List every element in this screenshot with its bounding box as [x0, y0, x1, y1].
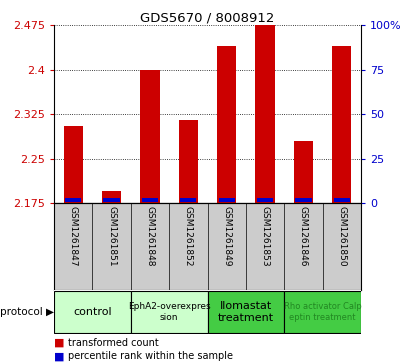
Text: GSM1261849: GSM1261849	[222, 206, 231, 266]
Text: Rho activator Calp
eptin treatment: Rho activator Calp eptin treatment	[284, 302, 361, 322]
Bar	[103, 198, 120, 201]
Text: GSM1261850: GSM1261850	[337, 206, 347, 266]
Bar	[334, 198, 350, 201]
Text: EphA2-overexpres
sion: EphA2-overexpres sion	[128, 302, 210, 322]
Bar	[142, 198, 158, 201]
Bar	[102, 191, 121, 203]
Text: GSM1261848: GSM1261848	[145, 206, 154, 266]
Bar	[284, 291, 361, 333]
Bar	[257, 198, 273, 201]
Text: Ilomastat
treatment: Ilomastat treatment	[218, 301, 274, 323]
Bar	[63, 126, 83, 203]
Text: control: control	[73, 307, 112, 317]
Text: ■: ■	[54, 351, 64, 362]
Bar	[208, 291, 284, 333]
Bar	[217, 46, 236, 203]
Text: protocol ▶: protocol ▶	[0, 307, 54, 317]
Text: GSM1261851: GSM1261851	[107, 206, 116, 266]
Text: ■: ■	[54, 338, 64, 348]
Bar	[131, 291, 208, 333]
Bar	[256, 25, 275, 203]
Text: transformed count: transformed count	[68, 338, 159, 348]
Bar	[54, 291, 131, 333]
Text: GSM1261853: GSM1261853	[261, 206, 270, 266]
Bar	[295, 198, 312, 201]
Bar	[332, 46, 352, 203]
Bar	[219, 198, 235, 201]
Text: GSM1261846: GSM1261846	[299, 206, 308, 266]
Bar	[65, 198, 81, 201]
Bar	[294, 141, 313, 203]
Bar	[180, 198, 196, 201]
Bar	[179, 120, 198, 203]
Text: GSM1261852: GSM1261852	[184, 206, 193, 266]
Text: percentile rank within the sample: percentile rank within the sample	[68, 351, 234, 362]
Bar	[140, 70, 159, 203]
Text: GSM1261847: GSM1261847	[68, 206, 78, 266]
Title: GDS5670 / 8008912: GDS5670 / 8008912	[140, 11, 275, 24]
